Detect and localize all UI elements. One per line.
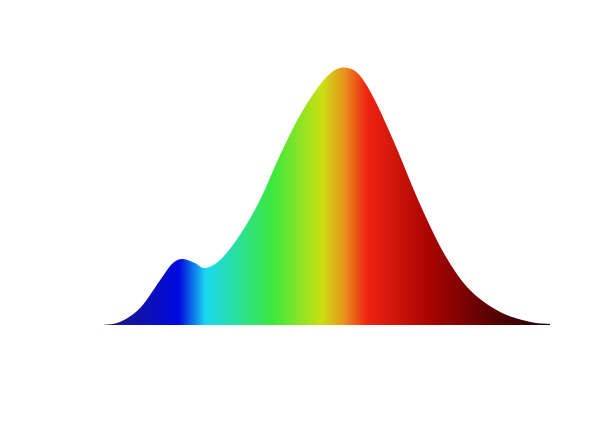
spectrum-area [103, 67, 550, 325]
